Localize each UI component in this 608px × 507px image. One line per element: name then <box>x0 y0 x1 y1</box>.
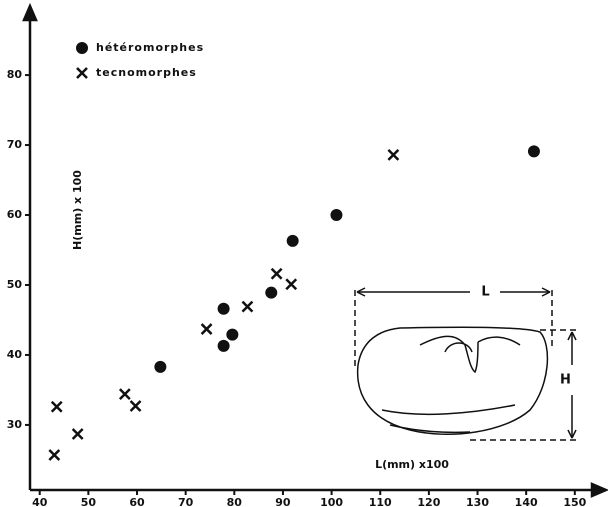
legend-label: tecnomorphes <box>96 66 197 79</box>
x-tick-label: 70 <box>178 496 194 507</box>
y-tick-label: 50 <box>7 278 23 291</box>
point <box>217 339 230 352</box>
legend-marker <box>76 67 88 79</box>
point <box>48 449 61 461</box>
x-tick-label: 90 <box>275 496 291 507</box>
inset-diagram <box>354 287 578 441</box>
x-tick-label: 60 <box>129 496 145 507</box>
cross-stroke <box>50 400 63 413</box>
point <box>265 286 278 299</box>
point <box>527 145 540 158</box>
point <box>118 388 131 401</box>
legend-marker <box>76 42 88 54</box>
point <box>200 323 213 335</box>
axes <box>22 2 608 498</box>
legend-label: hétéromorphes <box>96 41 204 54</box>
y-tick-label: 30 <box>7 418 23 431</box>
x-tick-label: 120 <box>417 496 440 507</box>
cross-stroke <box>270 267 283 280</box>
x-tick-label: 40 <box>32 496 48 507</box>
annotation: L <box>481 285 490 300</box>
x-tick-label: 80 <box>227 496 243 507</box>
cross-stroke <box>387 148 400 161</box>
y-tick-label: 40 <box>7 348 23 361</box>
point <box>241 300 254 313</box>
y-tick-label: 80 <box>7 68 23 81</box>
x-tick-label: 140 <box>515 496 538 507</box>
cross-stroke <box>71 428 84 440</box>
x-tick-label: 100 <box>320 496 343 507</box>
x-axis-label: L(mm) x100 <box>375 458 449 471</box>
point <box>270 267 283 280</box>
point <box>154 360 167 373</box>
cross-stroke <box>76 67 88 79</box>
cross-stroke <box>129 400 142 412</box>
y-axis-label: H(mm) x 100 <box>71 170 84 250</box>
cross-stroke <box>118 388 131 401</box>
cross-stroke <box>200 323 213 335</box>
point <box>50 400 63 413</box>
x-tick-label: 50 <box>81 496 97 507</box>
cross-stroke <box>48 449 61 461</box>
point <box>129 400 142 412</box>
y-tick-label: 60 <box>7 208 23 221</box>
cross-stroke <box>241 300 254 313</box>
point <box>387 148 400 161</box>
point <box>226 328 239 341</box>
point <box>71 428 84 440</box>
x-tick-label: 150 <box>563 496 586 507</box>
x-tick-label: 130 <box>466 496 489 507</box>
point <box>285 278 298 291</box>
annotation: H <box>560 373 572 388</box>
point <box>217 302 230 315</box>
cross-stroke <box>285 278 298 291</box>
x-tick-label: 110 <box>369 496 392 507</box>
y-tick-label: 70 <box>7 138 23 151</box>
point <box>286 234 299 247</box>
point <box>330 209 343 222</box>
